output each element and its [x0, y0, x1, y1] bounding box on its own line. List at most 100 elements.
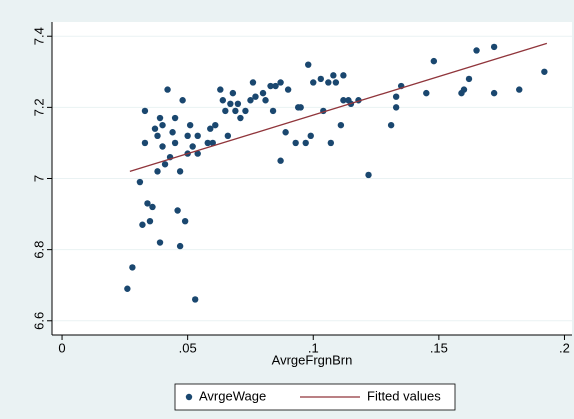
point	[141, 139, 149, 147]
point	[473, 47, 480, 54]
point	[340, 97, 347, 104]
point	[249, 79, 257, 86]
point	[317, 75, 324, 83]
point	[161, 161, 169, 168]
point	[516, 86, 523, 93]
point	[423, 89, 430, 97]
point	[242, 107, 249, 115]
y-tick-label: 7.2	[31, 98, 46, 116]
point	[229, 89, 237, 97]
y-tick-label: 7.4	[31, 27, 46, 45]
point	[207, 125, 214, 132]
point	[490, 43, 498, 51]
point	[305, 61, 312, 68]
point	[186, 121, 194, 129]
point	[267, 82, 274, 90]
point	[365, 171, 372, 179]
point	[252, 93, 259, 100]
point	[232, 107, 239, 115]
x-tick-label: .15	[430, 340, 448, 355]
point	[169, 129, 176, 136]
point	[189, 143, 196, 150]
point	[292, 139, 299, 147]
point	[219, 97, 227, 104]
point	[302, 139, 309, 147]
point	[149, 203, 156, 211]
point	[541, 68, 548, 75]
point	[490, 89, 498, 97]
point	[154, 168, 161, 175]
point	[151, 125, 159, 132]
point	[176, 168, 184, 175]
y-tick-label: 7	[31, 175, 46, 182]
point	[272, 82, 279, 90]
point	[176, 242, 184, 250]
point	[171, 114, 179, 122]
point	[325, 79, 332, 86]
point	[174, 207, 181, 214]
point	[332, 79, 340, 86]
point	[136, 178, 144, 186]
point	[297, 104, 304, 111]
x-tick-label: 0	[58, 340, 65, 355]
point	[204, 139, 211, 147]
point	[327, 139, 335, 147]
point	[269, 107, 277, 115]
point	[156, 239, 164, 246]
point	[330, 72, 337, 79]
point	[392, 104, 400, 111]
point	[154, 132, 161, 140]
point	[277, 79, 284, 86]
point	[191, 296, 199, 303]
point	[282, 129, 289, 136]
point	[247, 97, 254, 104]
point	[209, 139, 216, 147]
point	[164, 86, 171, 93]
point	[159, 143, 166, 150]
point	[259, 89, 267, 97]
x-tick-label: .05	[179, 340, 197, 355]
point	[234, 100, 242, 108]
point	[460, 86, 468, 93]
point	[184, 132, 191, 140]
point	[307, 132, 314, 140]
point	[222, 107, 229, 115]
point	[227, 100, 234, 108]
point	[144, 200, 151, 207]
point	[277, 157, 284, 164]
point	[237, 114, 244, 122]
y-tick-label: 6.6	[31, 312, 46, 330]
point	[129, 264, 136, 271]
legend-label: Fitted values	[367, 388, 441, 403]
point	[224, 132, 232, 140]
point	[262, 97, 269, 104]
point	[465, 75, 473, 83]
point	[156, 114, 164, 122]
point	[212, 121, 219, 129]
point	[194, 132, 201, 140]
x-tick-label: .1	[308, 340, 319, 355]
point	[181, 217, 189, 225]
point	[194, 150, 201, 157]
fit-line	[129, 42, 548, 173]
x-tick-label: .2	[559, 340, 570, 355]
point	[159, 121, 166, 129]
point	[146, 217, 154, 225]
point	[217, 86, 224, 93]
x-axis-title: AvrgeFrgnBrn	[272, 352, 353, 367]
legend-label: AvrgeWage	[199, 388, 266, 403]
point	[124, 285, 131, 292]
point	[430, 57, 438, 65]
point	[171, 139, 179, 147]
legend-symbol	[185, 393, 193, 401]
y-tick-label: 6.8	[31, 241, 46, 259]
point	[337, 121, 345, 129]
point	[340, 72, 347, 79]
point	[141, 107, 149, 115]
point	[139, 221, 146, 228]
point	[387, 121, 395, 129]
point	[179, 97, 186, 104]
point	[392, 93, 400, 100]
point	[284, 86, 292, 93]
